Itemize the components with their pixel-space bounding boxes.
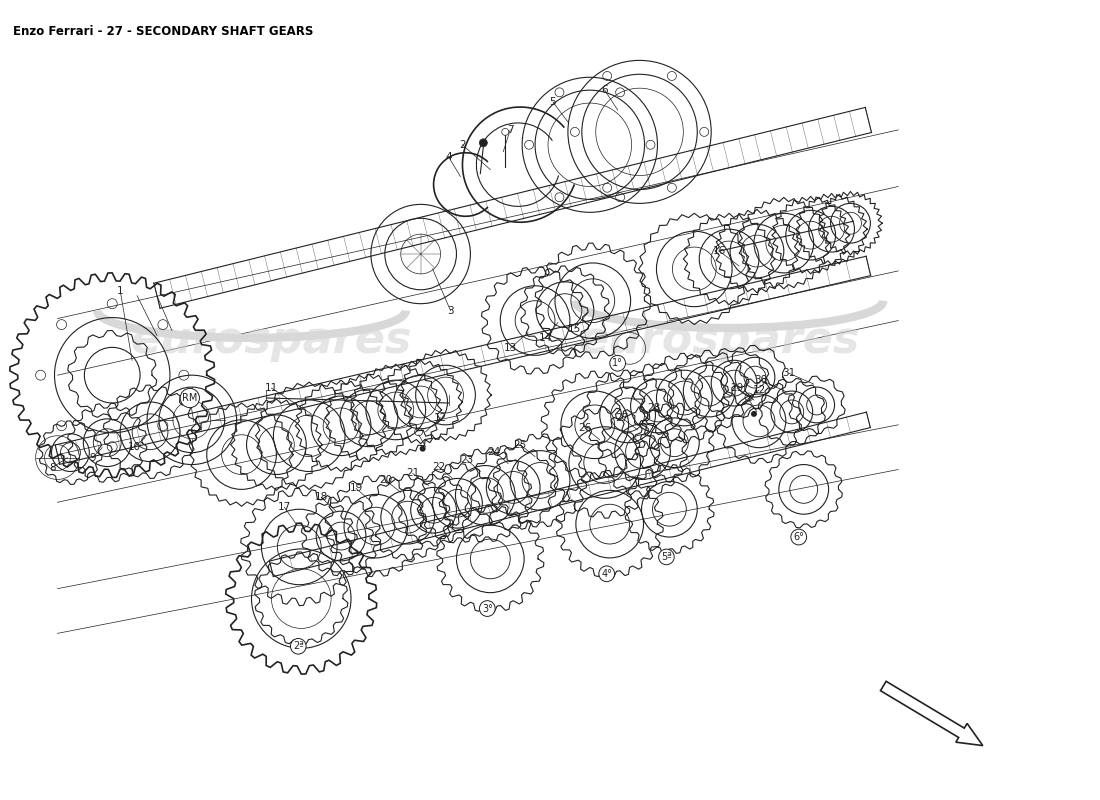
- Text: 6: 6: [602, 85, 608, 95]
- Circle shape: [420, 446, 426, 452]
- Text: 13: 13: [504, 343, 517, 354]
- Text: 24: 24: [487, 446, 500, 457]
- Text: 1: 1: [117, 286, 123, 296]
- Text: 31: 31: [782, 368, 795, 378]
- Text: 2ª: 2ª: [293, 642, 304, 651]
- Text: 11: 11: [265, 383, 278, 393]
- Text: 1°: 1°: [613, 358, 623, 368]
- Text: 17: 17: [277, 502, 292, 512]
- Text: eurospares: eurospares: [131, 319, 412, 362]
- Text: 7: 7: [507, 125, 514, 135]
- Text: Enzo Ferrari - 27 - SECONDARY SHAFT GEARS: Enzo Ferrari - 27 - SECONDARY SHAFT GEAR…: [13, 25, 313, 38]
- Text: 2: 2: [459, 140, 465, 150]
- Text: 20: 20: [379, 475, 393, 486]
- Text: RM: RM: [183, 393, 198, 403]
- Text: 8: 8: [50, 462, 56, 473]
- Text: 4: 4: [446, 152, 452, 162]
- Text: 3°: 3°: [482, 603, 493, 614]
- Text: 4°: 4°: [602, 569, 612, 578]
- Text: eurospares: eurospares: [579, 319, 860, 362]
- Text: 19: 19: [350, 483, 363, 494]
- Text: 30: 30: [755, 375, 768, 385]
- Text: 16: 16: [713, 246, 726, 256]
- Text: 12: 12: [752, 385, 766, 395]
- Text: 18: 18: [315, 492, 328, 502]
- Text: 29: 29: [730, 383, 744, 393]
- Text: 28: 28: [647, 403, 660, 413]
- Circle shape: [480, 139, 487, 146]
- Text: 5ª: 5ª: [661, 552, 672, 562]
- Text: 5: 5: [550, 97, 557, 107]
- Text: 10: 10: [128, 442, 141, 452]
- Text: 23: 23: [460, 454, 473, 465]
- Text: 6°: 6°: [793, 532, 804, 542]
- Text: 22: 22: [432, 462, 446, 471]
- Text: 15: 15: [569, 323, 582, 334]
- Text: 27: 27: [615, 413, 628, 423]
- Text: 12: 12: [433, 413, 448, 423]
- Text: 26: 26: [579, 423, 592, 433]
- Text: 21: 21: [406, 469, 419, 478]
- FancyArrow shape: [880, 682, 982, 746]
- Text: 25: 25: [514, 440, 527, 450]
- Circle shape: [751, 411, 757, 417]
- Text: 14: 14: [538, 334, 552, 343]
- Text: 9: 9: [89, 453, 96, 462]
- Text: 3: 3: [448, 306, 454, 316]
